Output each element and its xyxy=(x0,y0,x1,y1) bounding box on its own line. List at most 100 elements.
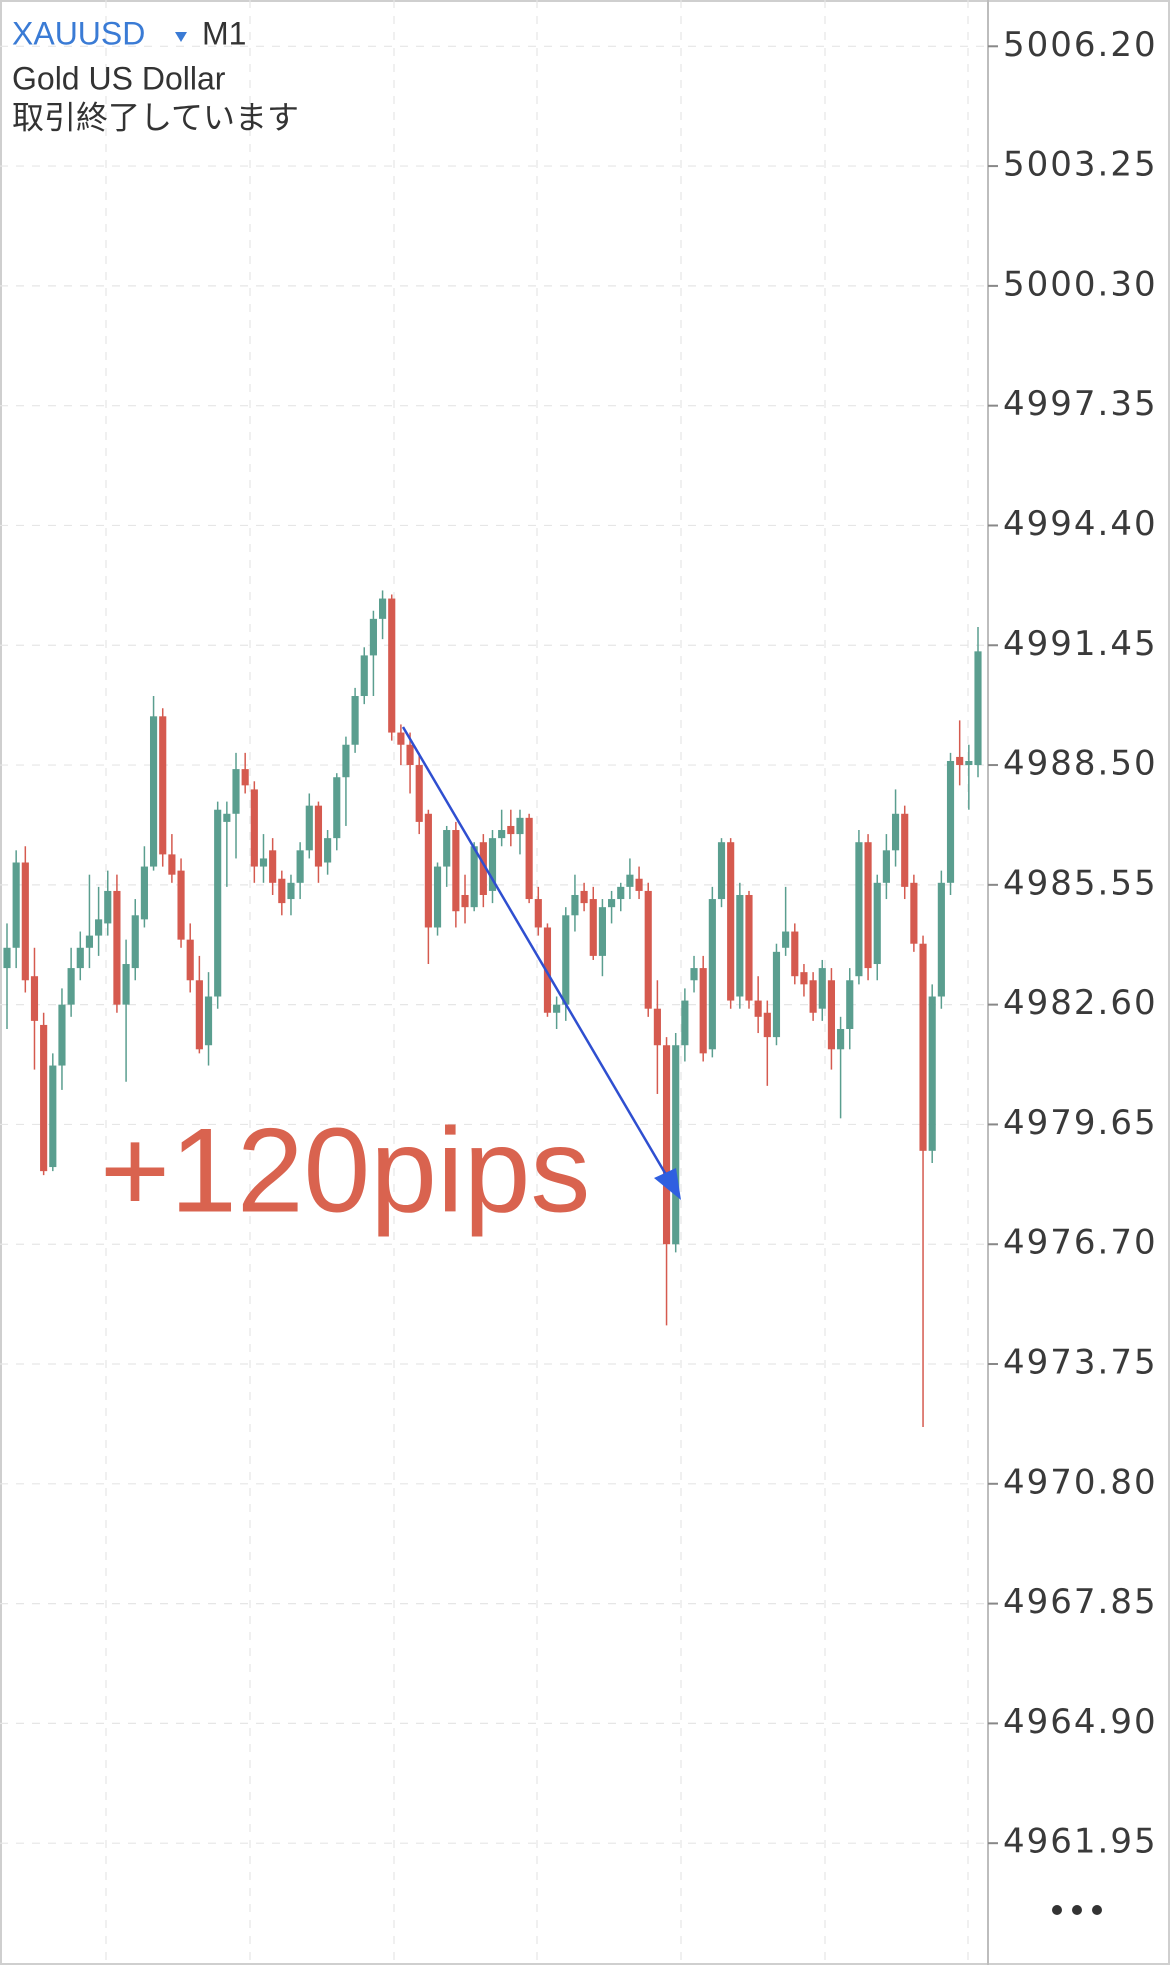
candles xyxy=(3,590,982,1427)
candle-body xyxy=(498,830,506,839)
candle-body xyxy=(470,846,478,908)
candle-body xyxy=(626,874,634,887)
candle-body xyxy=(278,878,286,904)
subtitle: Gold US Dollar xyxy=(12,60,226,96)
candle-body xyxy=(727,842,735,1001)
candle-body xyxy=(580,890,588,904)
candle-body xyxy=(259,858,268,867)
candle-body xyxy=(324,838,332,863)
timeframe[interactable]: M1 xyxy=(202,15,246,51)
candle-body xyxy=(617,886,625,900)
candle-body xyxy=(717,842,726,900)
candle-body xyxy=(149,716,158,867)
candle-body xyxy=(360,655,368,697)
candle-body xyxy=(608,899,616,908)
candle-body xyxy=(708,899,716,1050)
candle-body xyxy=(113,890,121,1005)
candle-body xyxy=(882,850,890,883)
candle-body xyxy=(95,919,103,936)
candle-body xyxy=(488,838,497,891)
candle-body xyxy=(397,732,405,745)
candle-body xyxy=(406,744,414,766)
candle-body xyxy=(214,809,222,997)
candle-body xyxy=(571,894,579,916)
y-tick-label: 4985.55 xyxy=(1003,863,1158,903)
y-tick-label: 4982.60 xyxy=(1003,983,1158,1023)
candle-body xyxy=(223,813,231,822)
candle-body xyxy=(49,1065,57,1168)
candle-body xyxy=(910,882,918,944)
candle-body xyxy=(965,760,973,766)
candle-body xyxy=(562,915,570,1005)
candle-body xyxy=(424,813,432,928)
candle-body xyxy=(818,968,826,1009)
candle-body xyxy=(827,980,836,1050)
candle-body xyxy=(809,980,817,1013)
candle-body xyxy=(351,696,359,745)
candle-body xyxy=(772,951,781,1038)
candle-body xyxy=(800,972,808,985)
candle-body xyxy=(369,618,377,656)
candle-body xyxy=(333,777,341,839)
candle-body xyxy=(269,850,277,883)
candle-body xyxy=(168,854,176,875)
arrow-line xyxy=(401,726,677,1191)
candle-body xyxy=(937,882,945,997)
candle-body xyxy=(598,907,606,956)
symbol[interactable]: XAUUSD xyxy=(12,15,145,51)
candle-body xyxy=(672,1045,680,1245)
menu-icon[interactable] xyxy=(1052,1905,1102,1915)
candle-body xyxy=(681,1000,689,1046)
arrow xyxy=(401,726,681,1200)
candle-body xyxy=(763,1012,771,1038)
y-axis: 5006.20 5003.25 5000.30 4997.35 4994.40 4991.… xyxy=(988,25,1158,1862)
candle-body xyxy=(461,894,469,908)
candle-body xyxy=(131,915,139,969)
candle-body xyxy=(12,862,20,948)
candle-body xyxy=(699,968,707,1054)
candle-body xyxy=(690,968,698,981)
y-tick-label: 4973.75 xyxy=(1003,1343,1158,1383)
candle-body xyxy=(543,927,552,1013)
candle-body xyxy=(195,980,203,1050)
menu-dot xyxy=(1052,1905,1062,1915)
arrow-head xyxy=(654,1168,681,1200)
candle-body xyxy=(67,968,75,1005)
candle-body xyxy=(873,882,881,965)
candle-body xyxy=(901,813,909,887)
candle-body xyxy=(379,598,387,619)
candle-body xyxy=(864,842,872,969)
y-tick-label: 5000.30 xyxy=(1003,264,1158,304)
candle-body xyxy=(40,1024,48,1172)
candle-body xyxy=(928,996,936,1151)
candle-body xyxy=(644,890,652,1009)
candle-body xyxy=(159,716,167,855)
candle-body xyxy=(305,805,313,851)
candle-body xyxy=(122,964,130,1005)
candle-body xyxy=(837,1028,845,1050)
candle-body xyxy=(525,817,533,900)
candle-body xyxy=(241,769,249,786)
candle-body xyxy=(589,899,597,956)
y-tick-label: 4988.50 xyxy=(1003,744,1158,784)
candle-body xyxy=(956,756,964,766)
candle-body xyxy=(314,805,323,867)
candle-body xyxy=(635,878,643,891)
candle-body xyxy=(653,1008,661,1046)
y-tick-label: 4997.35 xyxy=(1003,384,1158,424)
candle-body xyxy=(754,1000,762,1017)
candle-body xyxy=(30,976,39,1021)
candle-body xyxy=(791,931,799,977)
status: 取引終了しています xyxy=(12,99,299,135)
symbol-dropdown[interactable] xyxy=(175,32,187,42)
candle-body xyxy=(443,830,451,867)
y-tick-label: 4967.85 xyxy=(1003,1582,1158,1622)
y-tick-label: 4970.80 xyxy=(1003,1462,1158,1502)
candle-body xyxy=(974,651,982,766)
candle-body xyxy=(204,996,213,1046)
menu-dot xyxy=(1092,1905,1102,1915)
candle-body xyxy=(736,894,744,997)
